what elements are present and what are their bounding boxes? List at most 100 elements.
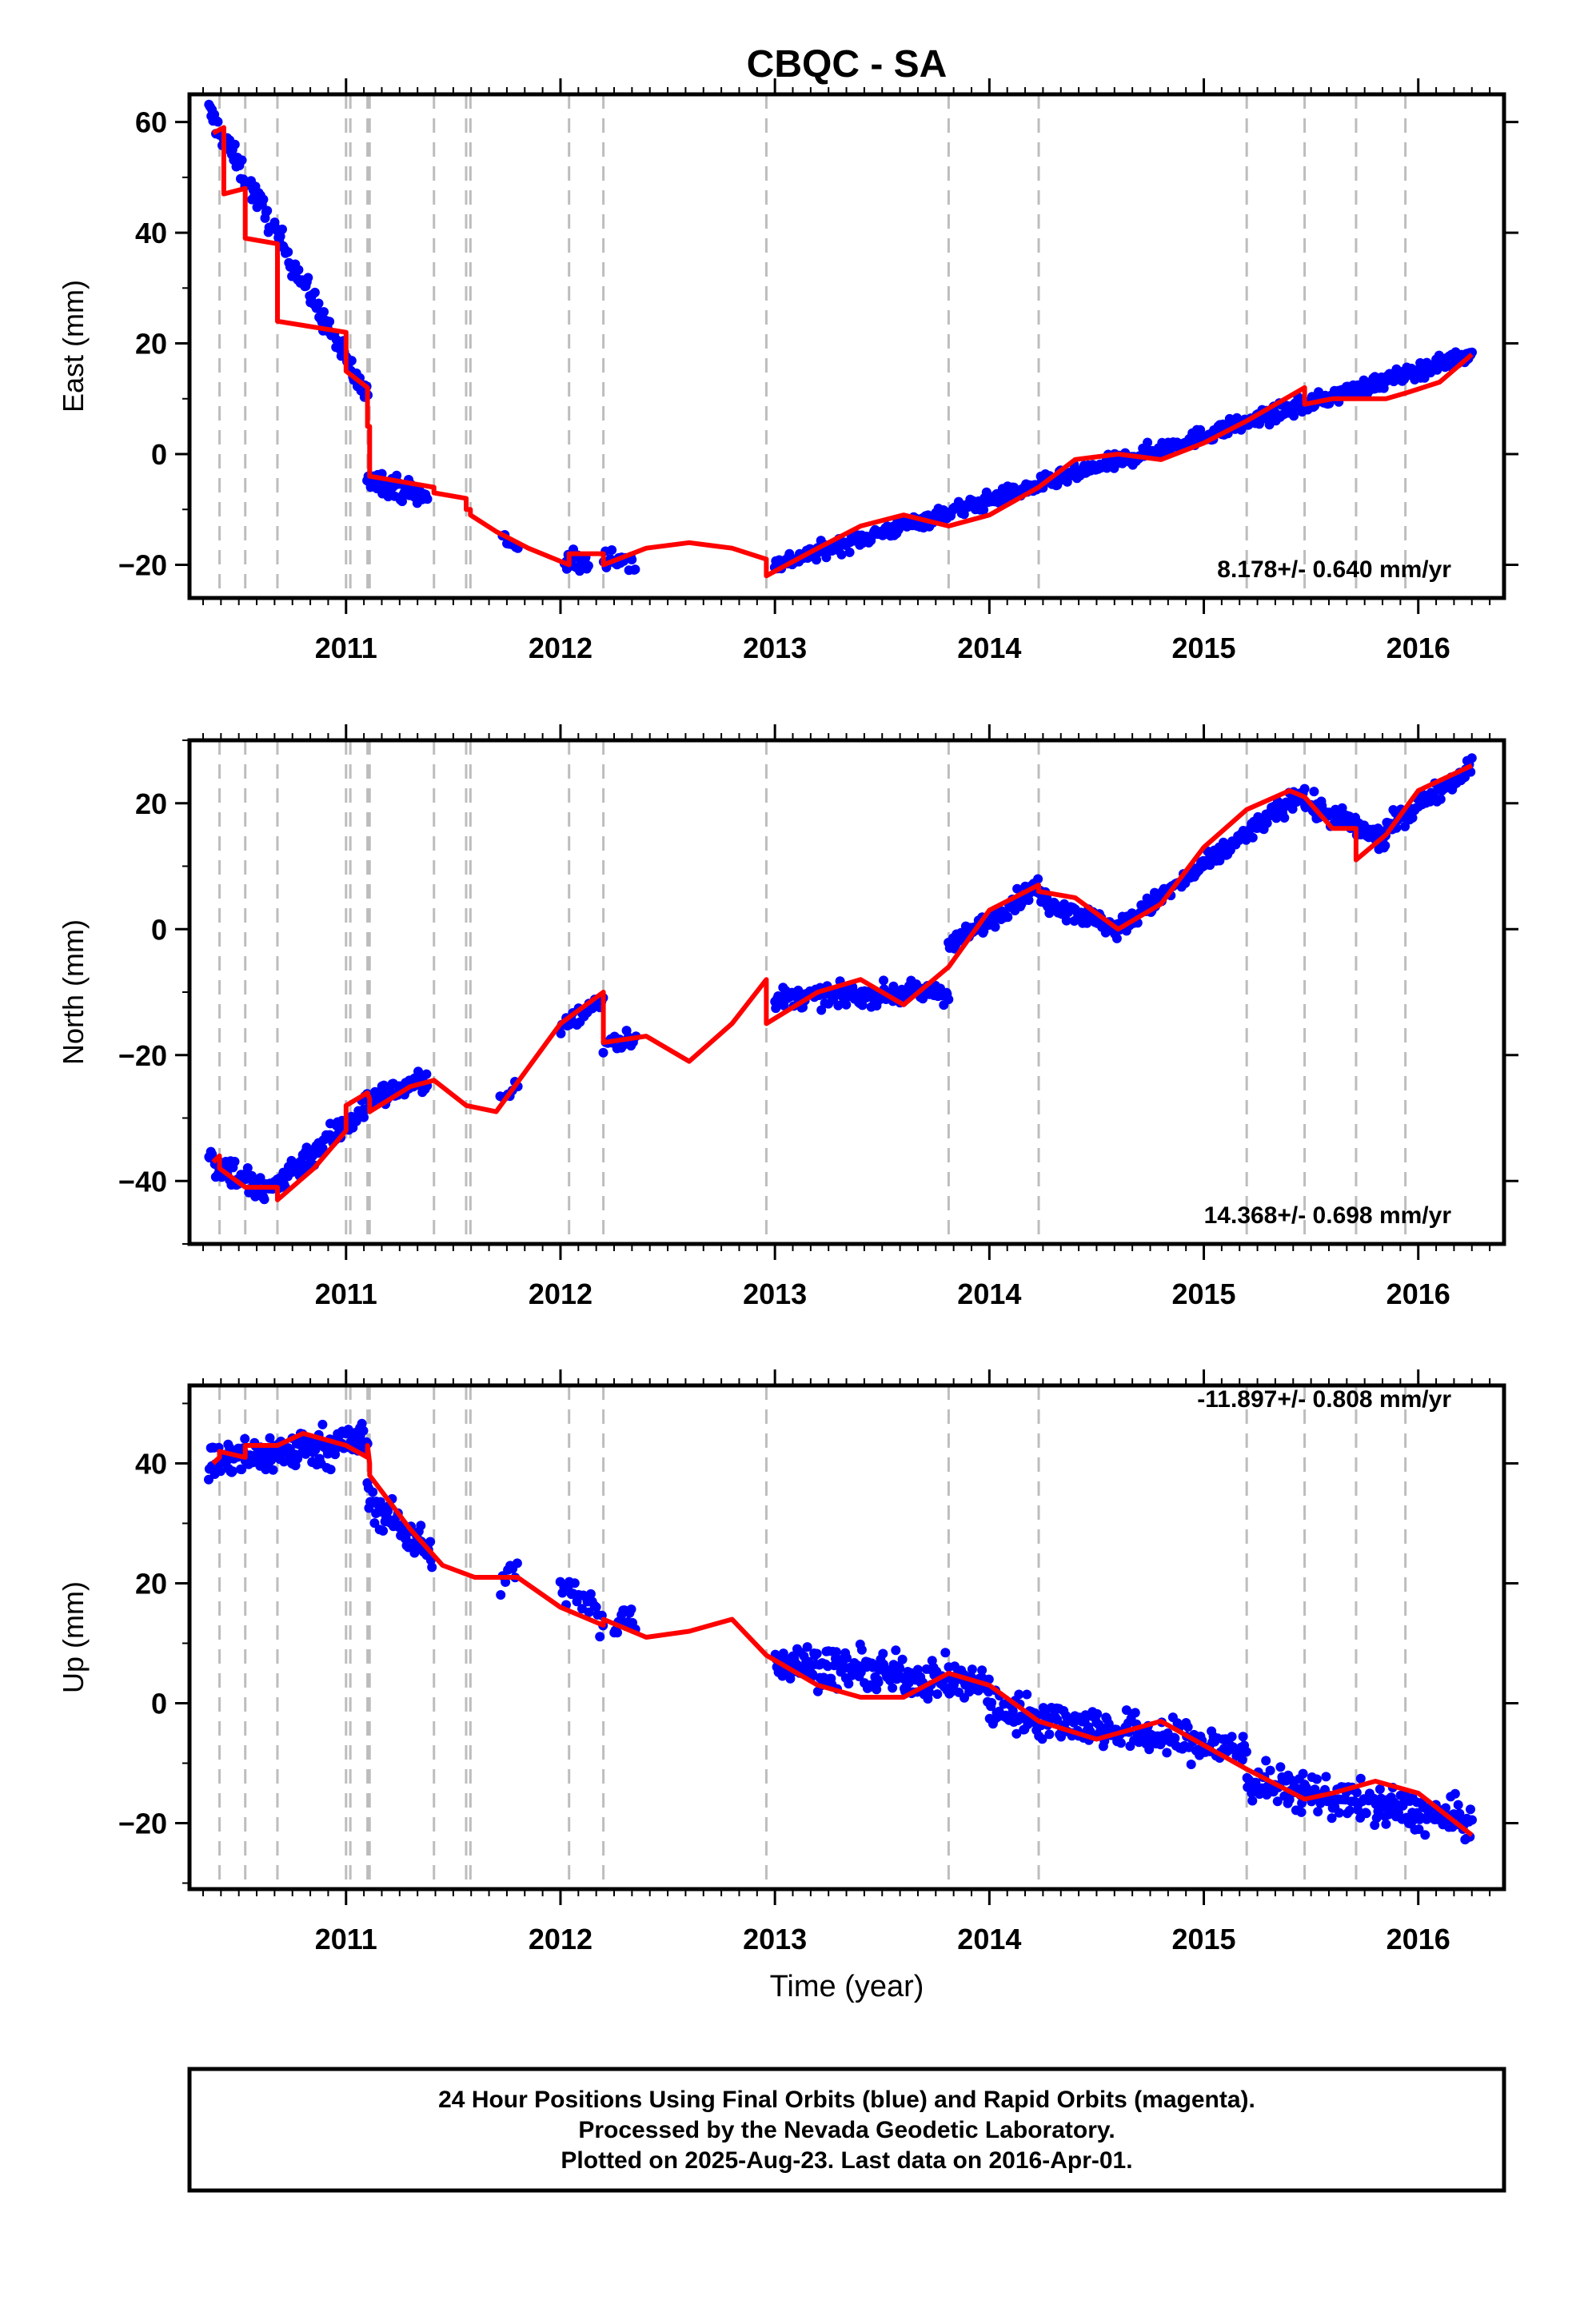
data-point	[612, 1628, 622, 1638]
data-point	[924, 1688, 935, 1697]
data-point	[1309, 787, 1319, 797]
data-point	[330, 1449, 341, 1460]
x-tick-label: 2013	[743, 632, 807, 664]
data-point	[967, 1664, 977, 1675]
panel-east: −20 0 20 40 60 2011 2012 2013 2014 2015 2016 East (…	[57, 78, 1518, 664]
data-point	[591, 1602, 601, 1612]
data-point	[425, 1537, 436, 1547]
data-point	[357, 1418, 367, 1429]
data-points-east	[204, 99, 1477, 576]
data-point	[255, 1173, 265, 1183]
data-point	[213, 117, 223, 127]
data-points-north	[204, 753, 1477, 1205]
data-point	[293, 265, 304, 275]
x-tick-label: 2011	[315, 1923, 377, 1955]
data-point	[1351, 1788, 1362, 1798]
data-point	[1227, 1732, 1237, 1742]
data-point	[1453, 1800, 1463, 1810]
y-tick-label: 0	[151, 438, 167, 471]
data-point	[1237, 1755, 1247, 1765]
y-tick-label: −40	[118, 1165, 167, 1198]
data-point	[242, 1163, 253, 1173]
data-point	[215, 1466, 225, 1477]
data-point	[888, 1683, 898, 1693]
data-point	[1420, 1830, 1430, 1840]
data-point	[1298, 1768, 1308, 1779]
data-point	[1162, 1748, 1172, 1758]
data-point	[1111, 933, 1122, 943]
data-point	[265, 1433, 275, 1443]
data-point	[1299, 783, 1310, 794]
data-point	[1435, 794, 1446, 804]
data-point	[912, 1664, 923, 1675]
y-tick-label: 40	[135, 217, 167, 249]
data-point	[857, 1000, 868, 1011]
data-point	[1052, 1715, 1063, 1725]
data-point	[844, 547, 855, 557]
data-point	[977, 1665, 988, 1676]
data-point	[1272, 1796, 1283, 1807]
data-point	[496, 1590, 506, 1600]
data-point	[844, 1679, 854, 1689]
data-point	[237, 1465, 246, 1475]
x-tick-label: 2014	[957, 632, 1021, 664]
data-point	[630, 564, 640, 575]
data-point	[1311, 1774, 1322, 1784]
data-point	[1056, 1732, 1066, 1742]
data-point	[283, 247, 293, 257]
y-axis-label-east: East (mm)	[57, 280, 90, 413]
y-tick-label: −20	[118, 548, 167, 581]
data-point	[598, 1047, 608, 1058]
data-point	[1289, 411, 1299, 421]
y-tick-label: 0	[151, 913, 167, 946]
data-point	[1186, 1760, 1196, 1769]
data-point	[1022, 1689, 1032, 1700]
footer-line-3: Plotted on 2025-Aug-23. Last data on 201…	[561, 2147, 1132, 2174]
panel-north: −40 −20 0 20 2011 2012 2013 2014 2015 2016 North (…	[57, 724, 1518, 1310]
x-tick-label: 2015	[1171, 1923, 1235, 1955]
data-point	[325, 1465, 336, 1475]
x-tick-label: 2012	[529, 1923, 592, 1955]
data-point	[309, 287, 320, 297]
y-tick-label: −20	[118, 1808, 167, 1840]
data-point	[785, 1673, 796, 1684]
data-point	[225, 1442, 235, 1453]
y-tick-label: 40	[135, 1448, 167, 1481]
model-line-up	[211, 1431, 1474, 1837]
data-point	[959, 509, 969, 520]
data-point	[812, 1648, 822, 1659]
data-point	[1359, 375, 1369, 385]
data-point	[240, 1433, 250, 1444]
data-point	[325, 317, 335, 327]
model-line-north	[211, 763, 1474, 1202]
data-point	[878, 1648, 888, 1659]
data-point	[1355, 1773, 1366, 1784]
x-tick-label: 2011	[315, 1278, 377, 1310]
data-point	[595, 1632, 605, 1642]
data-point	[1130, 1708, 1140, 1718]
data-point	[1003, 912, 1013, 923]
data-point	[771, 1003, 781, 1014]
data-point	[1370, 1820, 1380, 1830]
data-point	[1092, 1708, 1103, 1719]
data-point	[1033, 874, 1043, 884]
data-point	[831, 1647, 841, 1657]
data-point	[421, 1069, 432, 1079]
y-axis-label-up: Up (mm)	[57, 1581, 90, 1693]
x-tick-label: 2013	[743, 1278, 807, 1310]
data-point	[842, 1652, 852, 1663]
data-point	[1238, 1732, 1248, 1742]
data-point	[319, 307, 329, 317]
data-point	[1400, 821, 1410, 831]
x-tick-label: 2015	[1171, 632, 1235, 664]
y-tick-label: −20	[118, 1039, 167, 1072]
data-point	[1247, 832, 1258, 843]
data-point	[856, 1644, 867, 1655]
data-point	[1450, 1788, 1460, 1799]
data-point	[358, 1425, 369, 1436]
data-point	[259, 1194, 269, 1205]
data-point	[1407, 813, 1418, 823]
data-point	[891, 1645, 901, 1656]
